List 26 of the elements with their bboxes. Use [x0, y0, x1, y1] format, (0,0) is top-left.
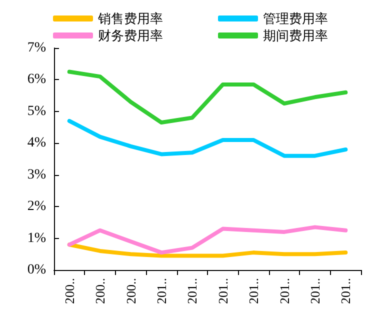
x-tick-label: 200.. [92, 278, 108, 304]
line-series [67, 242, 348, 258]
legend-label: 销售费用率 [97, 11, 163, 26]
x-tick-label: 201.. [338, 278, 354, 304]
y-tick-label: 2% [27, 199, 46, 214]
legend-label: 管理费用率 [263, 11, 328, 26]
line-series [67, 225, 348, 255]
legend-label: 财务费用率 [98, 28, 163, 43]
x-tick-label: 201.. [184, 278, 200, 304]
x-tick-label: 201.. [307, 278, 322, 304]
x-tick-label: 200.. [123, 278, 138, 304]
y-tick-label: 0% [27, 262, 46, 278]
line-series [67, 70, 348, 125]
x-tick-label: 201.. [215, 278, 230, 304]
y-tick-label: 3% [27, 167, 46, 182]
legend-label: 期间费用率 [263, 28, 328, 43]
x-tick-label: 200.. [62, 278, 77, 304]
x-tick-label: 201.. [246, 278, 262, 304]
x-tick-label: 201.. [276, 278, 292, 304]
y-tick-label: 5% [27, 104, 46, 119]
x-tick-label: 201.. [154, 278, 169, 304]
y-tick-label: 1% [27, 230, 46, 246]
line-series [67, 118, 348, 158]
y-tick-label: 6% [27, 72, 46, 88]
y-tick-label: 7% [27, 40, 46, 56]
y-tick-label: 4% [27, 136, 46, 151]
